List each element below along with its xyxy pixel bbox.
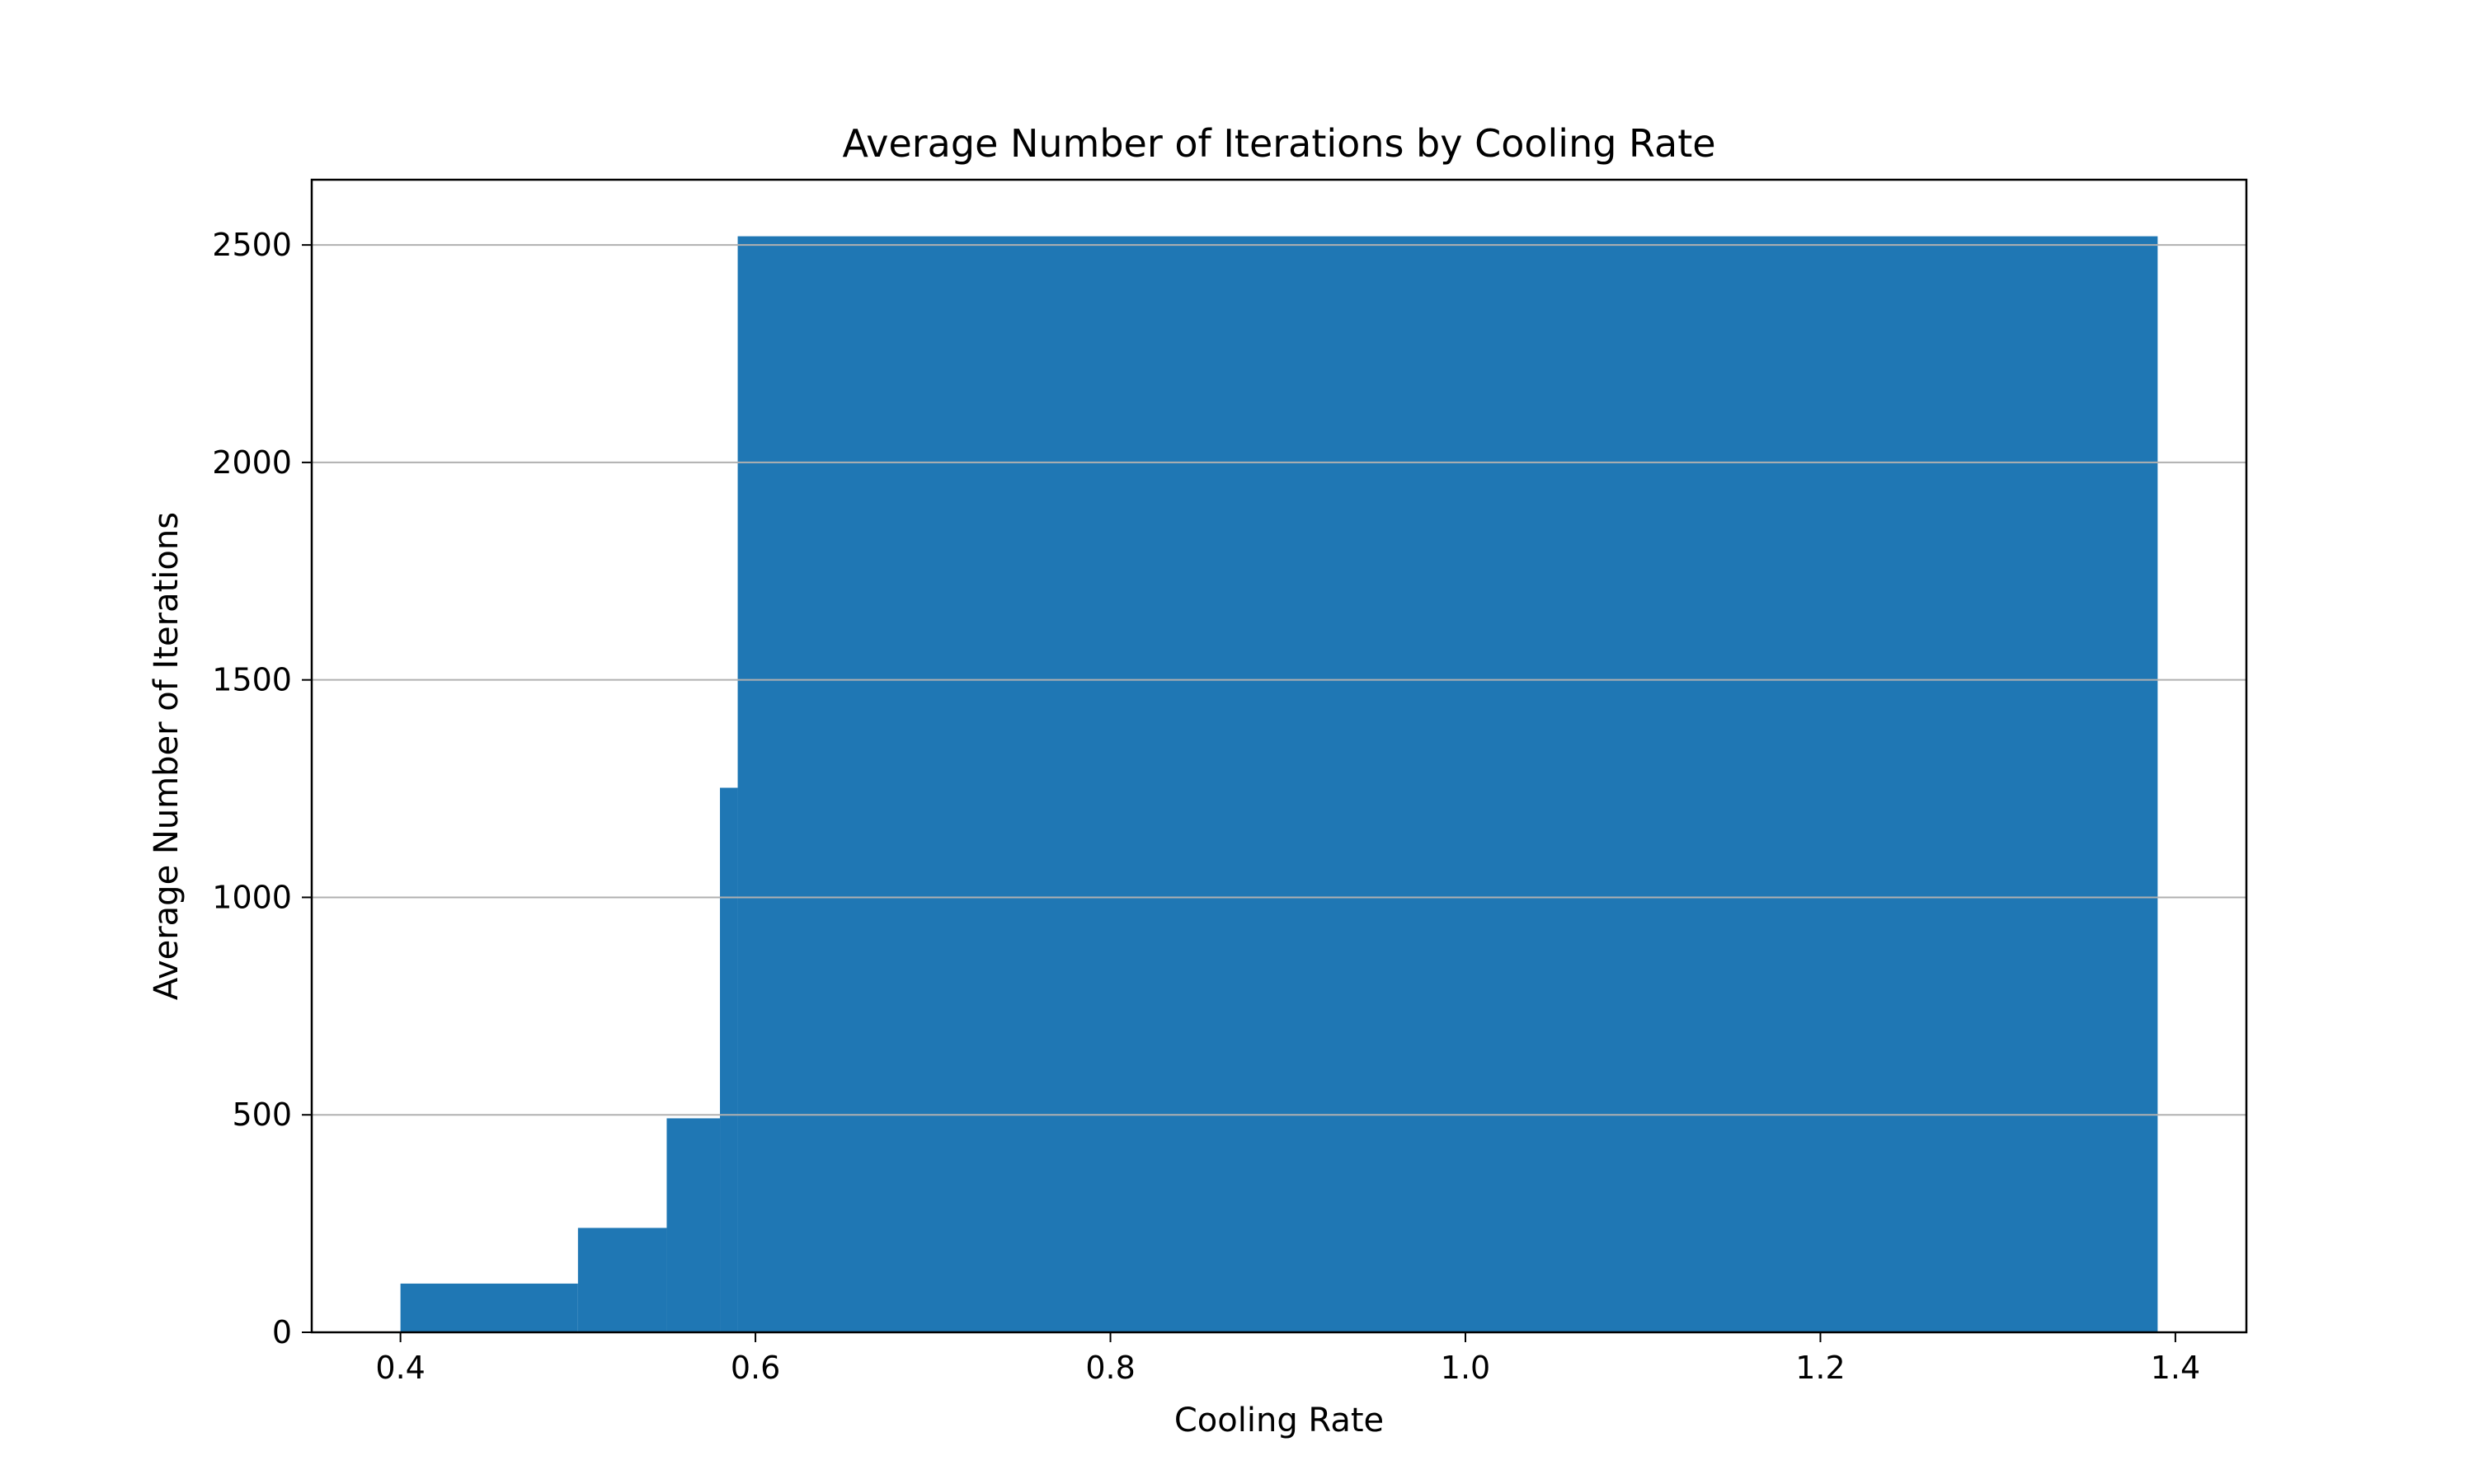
x-tick-label-5: 1.4	[2151, 1350, 2200, 1386]
x-tick-label-3: 1.0	[1441, 1350, 1490, 1386]
grid-lines	[312, 244, 2246, 1116]
x-tick-label-2: 0.8	[1085, 1350, 1135, 1386]
y-tick-label-3: 1500	[212, 662, 292, 698]
y-axis-label: Average Number of Iterations	[148, 512, 186, 1000]
y-tick-label-1: 500	[232, 1097, 292, 1133]
x-tick-label-1: 0.6	[731, 1350, 780, 1386]
plot-frame	[310, 178, 2248, 1334]
x-axis-ticks: 0.4 0.6 0.8 1.0 1.2 1.4	[375, 1332, 2200, 1386]
bar-2	[666, 1118, 721, 1332]
bar-0	[400, 1283, 578, 1332]
y-tick-label-4: 2000	[212, 444, 292, 481]
bar-3	[720, 787, 738, 1332]
x-axis-label: Cooling Rate	[1174, 1402, 1384, 1439]
y-tick-label-0: 0	[272, 1314, 292, 1350]
bar-1	[577, 1228, 667, 1332]
bar-group	[400, 236, 2158, 1332]
y-tick-label-5: 2500	[212, 227, 292, 263]
y-axis-ticks: 0 500 1000 1500 2000 2500	[212, 227, 312, 1350]
bar-4	[737, 236, 2158, 1332]
x-tick-label-4: 1.2	[1795, 1350, 1845, 1386]
x-tick-label-0: 0.4	[375, 1350, 425, 1386]
y-tick-label-2: 1000	[212, 879, 292, 915]
chart-title: Average Number of Iterations by Cooling …	[842, 121, 1715, 166]
